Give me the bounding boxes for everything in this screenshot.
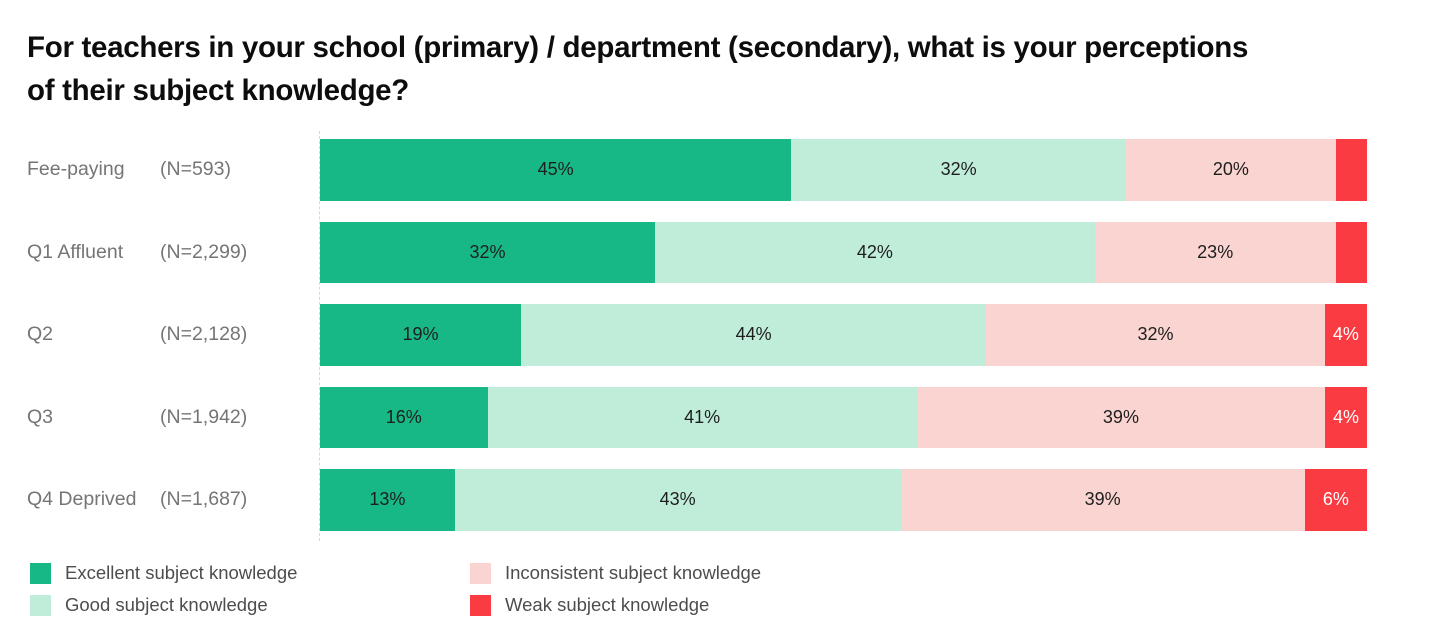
legend-item: Excellent subject knowledge (30, 557, 470, 589)
row-label: Q3 (N=1,942) (27, 387, 320, 449)
stacked-bar: 16% 41% 39% 4% (320, 386, 1367, 448)
segment-value-label: 19% (402, 324, 439, 345)
bar-segment-inconsistent: 23% (1094, 221, 1336, 283)
bar-row: Q1 Affluent (N=2,299) 32% 42% 23% (27, 221, 1367, 284)
bar-segment-good: 41% (487, 386, 917, 448)
axis-baseline (319, 131, 320, 541)
category-label: Q1 Affluent (27, 240, 124, 263)
sample-size-label: (N=1,942) (160, 405, 248, 428)
legend: Excellent subject knowledge Good subject… (30, 557, 761, 621)
bar-segment-excellent: 13% (320, 469, 455, 531)
segment-value-label: 23% (1197, 241, 1234, 262)
legend-label: Inconsistent subject knowledge (505, 562, 762, 583)
bar-segment-good: 44% (520, 304, 987, 366)
bar-chart: Fee-paying (N=593) 45% 32% 20% Q1 Affluent… (27, 139, 1368, 552)
bar-segment-good: 42% (655, 221, 1095, 283)
segment-value-label: 43% (659, 489, 696, 510)
category-label: Q3 (27, 405, 54, 428)
segment-value-label: 32% (940, 159, 977, 180)
segment-value-label: 13% (369, 489, 406, 510)
bar-row: Q3 (N=1,942) 16% 41% 39% 4% (27, 386, 1367, 449)
legend-item: Weak subject knowledge (470, 589, 761, 621)
segment-value-label: 16% (385, 406, 422, 427)
bar-segment-weak: 4% (1325, 386, 1367, 448)
legend-label: Good subject knowledge (65, 594, 268, 615)
segment-value-label: 4% (1332, 324, 1359, 345)
row-label: Q4 Deprived (N=1,687) (27, 469, 320, 531)
bar-segment-good: 32% (791, 139, 1127, 201)
bar-segment-weak: 4% (1324, 304, 1367, 366)
segment-value-label: 39% (1102, 406, 1139, 427)
legend-item: Good subject knowledge (30, 589, 470, 621)
bar-segment-inconsistent: 39% (916, 386, 1326, 448)
segment-value-label: 4% (1333, 406, 1360, 427)
stacked-bar: 45% 32% 20% (320, 139, 1368, 201)
bar-segment-weak: 6% (1304, 469, 1367, 531)
segment-value-label: 32% (1137, 324, 1174, 345)
segment-value-label: 45% (537, 159, 574, 180)
legend-item: Inconsistent subject knowledge (470, 557, 761, 589)
legend-swatch (470, 562, 491, 584)
legend-swatch (30, 562, 51, 584)
bar-segment-inconsistent: 32% (986, 304, 1325, 366)
bar-row: Q4 Deprived (N=1,687) 13% 43% 39% 6% (27, 469, 1367, 531)
bar-row: Fee-paying (N=593) 45% 32% 20% (27, 139, 1368, 201)
bar-segment-good: 43% (454, 469, 901, 531)
stacked-bar: 19% 44% 32% 4% (320, 304, 1367, 366)
sample-size-label: (N=2,299) (160, 240, 248, 263)
bar-segment-excellent: 19% (320, 304, 521, 366)
chart-title: For teachers in your school (primary) / … (27, 26, 1417, 112)
legend-column: Excellent subject knowledge Good subject… (30, 557, 470, 621)
sample-size-label: (N=2,128) (160, 323, 248, 346)
legend-column: Inconsistent subject knowledge Weak subj… (470, 557, 761, 621)
row-label: Q1 Affluent (N=2,299) (27, 222, 320, 284)
bar-row: Q2 (N=2,128) 19% 44% 32% 4% (27, 304, 1367, 366)
stacked-bar: 32% 42% 23% (320, 221, 1367, 283)
segment-value-label: 42% (856, 241, 893, 262)
bar-segment-weak (1335, 139, 1368, 201)
sample-size-label: (N=1,687) (160, 488, 248, 511)
category-label: Fee-paying (27, 158, 125, 181)
bar-segment-excellent: 16% (320, 386, 488, 448)
legend-label: Weak subject knowledge (505, 594, 710, 615)
chart-title-line-2: of their subject knowledge? (27, 74, 409, 107)
legend-swatch (470, 594, 491, 616)
row-label: Q2 (N=2,128) (27, 304, 320, 366)
bar-segment-inconsistent: 39% (900, 469, 1305, 531)
legend-swatch (30, 594, 51, 616)
row-label: Fee-paying (N=593) (27, 139, 320, 201)
bar-segment-weak (1335, 221, 1367, 283)
chart-title-line-1: For teachers in your school (primary) / … (27, 31, 1249, 64)
bar-segment-inconsistent: 20% (1126, 139, 1336, 201)
segment-value-label: 6% (1322, 489, 1349, 510)
bar-segment-excellent: 45% (320, 139, 792, 201)
sample-size-label: (N=593) (160, 158, 231, 181)
legend-label: Excellent subject knowledge (65, 562, 298, 583)
segment-value-label: 44% (735, 324, 772, 345)
segment-value-label: 39% (1084, 489, 1121, 510)
category-label: Q2 (27, 323, 54, 346)
bar-segment-excellent: 32% (320, 221, 656, 283)
segment-value-label: 20% (1212, 159, 1249, 180)
category-label: Q4 Deprived (27, 488, 137, 511)
stacked-bar: 13% 43% 39% 6% (320, 469, 1367, 531)
segment-value-label: 32% (469, 241, 506, 262)
segment-value-label: 41% (684, 406, 721, 427)
